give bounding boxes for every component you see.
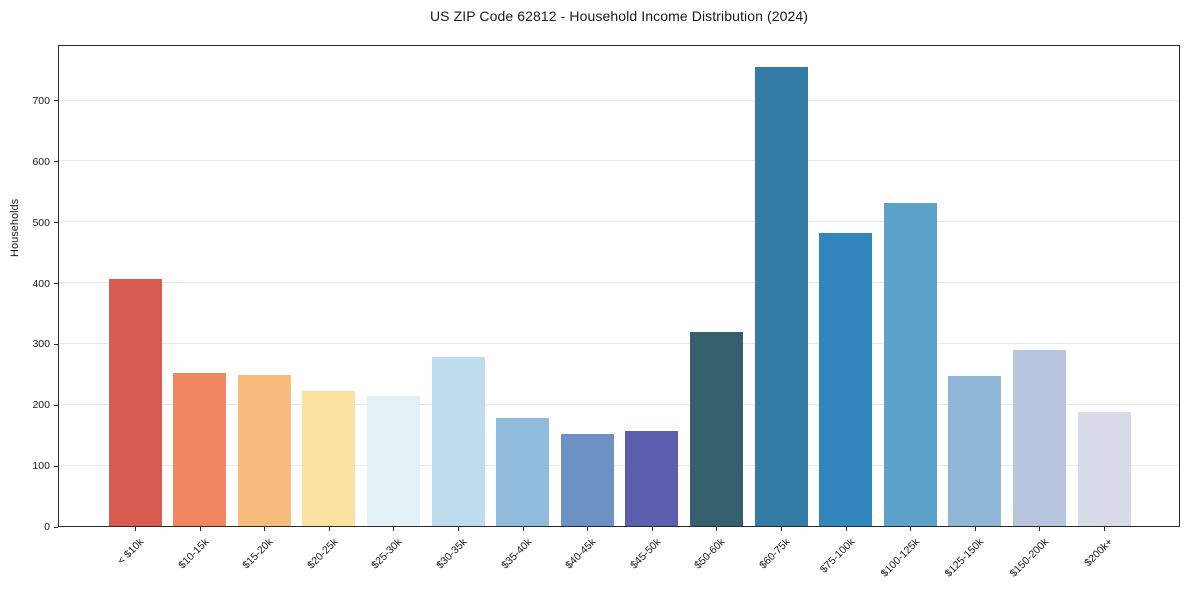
bar-$40-45k: [560, 433, 614, 526]
x-tick-mark-$25-30k: [393, 527, 395, 531]
x-tick-mark-$50-60k: [716, 527, 718, 531]
y-tick-label-200: 200: [32, 399, 50, 412]
bar-$25-30k: [366, 395, 420, 526]
x-tick-mark-$15-20k: [264, 527, 266, 531]
bar-$15-20k: [237, 375, 291, 526]
x-tick-mark-$40-45k: [587, 527, 589, 531]
x-tick-mark-$60-75k: [781, 527, 782, 531]
y-tick-mark-700: [54, 100, 58, 102]
x-tick-label-$200k+: $200k+: [1082, 536, 1116, 570]
bar-$50-60k: [689, 332, 743, 526]
plot-area: [58, 45, 1180, 527]
x-tick-mark-$125-150k: [974, 527, 976, 531]
y-tick-label-0: 0: [44, 521, 50, 533]
x-tick-label-$60-75k: $60-75k: [757, 536, 793, 572]
bar-$200k+: [1077, 411, 1131, 526]
x-tick-label-$125-150k: $125-150k: [942, 536, 987, 580]
y-tick-label-300: 300: [32, 338, 50, 351]
y-tick-mark-0: [54, 526, 58, 528]
x-tick-mark-$75-100k: [845, 527, 847, 531]
x-tick-mark-$200k+: [1104, 527, 1105, 531]
x-tick-label-$75-100k: $75-100k: [817, 536, 858, 576]
x-tick-label-$10-15k: $10-15k: [175, 536, 212, 572]
y-tick-mark-400: [54, 283, 58, 285]
x-tick-mark-< $10k: [135, 527, 136, 531]
bar-$10-15k: [173, 372, 227, 526]
x-tick-mark-$35-40k: [522, 527, 524, 531]
x-tick-label-$150-200k: $150-200k: [1007, 536, 1051, 580]
gridline-y-100: [59, 464, 1179, 466]
gridline-y-300: [59, 342, 1179, 344]
y-tick-label-600: 600: [32, 155, 50, 168]
gridline-y-500: [59, 221, 1179, 223]
x-tick-mark-$30-35k: [458, 527, 459, 531]
x-tick-label-< $10k: < $10k: [115, 536, 147, 567]
bar-$125-150k: [948, 375, 1002, 526]
bar-< $10k: [108, 278, 162, 526]
x-tick-mark-$45-50k: [651, 527, 653, 531]
x-tick-mark-$20-25k: [328, 527, 330, 531]
x-tick-label-$25-30k: $25-30k: [369, 536, 405, 572]
y-tick-mark-100: [54, 465, 58, 467]
x-tick-mark-$100-125k: [910, 527, 912, 531]
bar-$35-40k: [496, 417, 550, 526]
bar-$45-50k: [625, 431, 679, 526]
chart-title: US ZIP Code 62812 - Household Income Dis…: [429, 8, 809, 24]
x-tick-mark-$150-200k: [1039, 527, 1041, 531]
y-tick-mark-200: [54, 404, 58, 406]
y-tick-mark-500: [54, 222, 58, 224]
y-tick-label-700: 700: [32, 94, 50, 107]
bar-$20-25k: [302, 390, 356, 526]
x-tick-label-$30-35k: $30-35k: [434, 536, 470, 572]
x-tick-label-$20-25k: $20-25k: [304, 536, 341, 572]
y-tick-mark-600: [54, 161, 58, 163]
bar-$75-100k: [819, 232, 873, 526]
bar-$150-200k: [1012, 349, 1066, 526]
bar-$30-35k: [431, 356, 485, 526]
x-tick-label-$45-50k: $45-50k: [627, 536, 664, 572]
gridline-y-700: [59, 99, 1179, 101]
x-tick-label-$40-45k: $40-45k: [563, 536, 599, 572]
y-tick-mark-300: [54, 343, 58, 345]
bar-$60-75k: [754, 66, 808, 526]
gridline-y-600: [59, 160, 1179, 162]
x-tick-label-$35-40k: $35-40k: [498, 536, 535, 572]
x-tick-label-$100-125k: $100-125k: [878, 536, 922, 580]
x-tick-label-$50-60k: $50-60k: [692, 536, 728, 572]
x-tick-mark-$10-15k: [199, 527, 201, 531]
y-tick-label-500: 500: [32, 216, 50, 229]
y-tick-label-400: 400: [32, 277, 50, 290]
gridline-y-200: [59, 403, 1179, 405]
x-tick-label-$15-20k: $15-20k: [240, 536, 276, 572]
gridline-y-400: [59, 282, 1179, 284]
bar-$100-125k: [883, 203, 937, 526]
y-tick-label-100: 100: [32, 460, 50, 473]
